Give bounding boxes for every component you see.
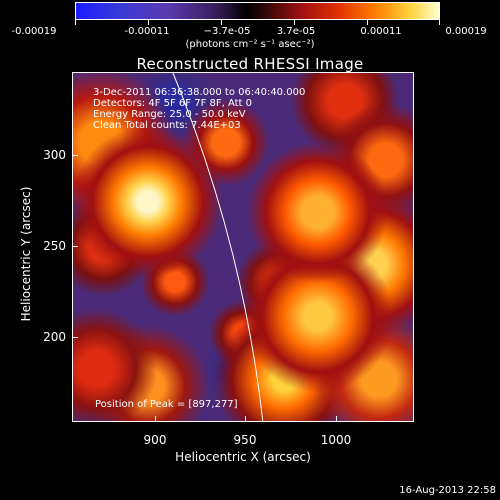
colorbar-tick <box>294 20 295 25</box>
x-tick-label: 1000 <box>320 433 352 447</box>
peak-position: Position of Peak = [897,277] <box>95 399 238 410</box>
x-tick-label: 950 <box>233 433 257 447</box>
colorbar <box>75 2 440 20</box>
colorbar-tick-label: 3.7e-05 <box>276 26 316 37</box>
x-axis-label: Heliocentric X (arcsec) <box>175 450 311 464</box>
colorbar-tick-label: -0.00019 <box>11 26 57 37</box>
y-tick-label: 300 <box>43 148 66 162</box>
y-tick <box>72 246 78 247</box>
y-axis-label: Heliocentric Y (arcsec) <box>19 186 33 322</box>
info-time-range: 3-Dec-2011 06:36:38.000 to 06:40:40.000 <box>93 87 306 98</box>
footer-date: 16-Aug-2013 22:58 <box>399 485 496 496</box>
info-energy-range: Energy Range: 25.0 - 50.0 keV <box>93 109 246 120</box>
y-tick-label: 200 <box>43 330 66 344</box>
colorbar-tick <box>75 20 76 25</box>
y-tick <box>72 337 78 338</box>
info-detectors: Detectors: 4F 5F 6F 7F 8F, Att 0 <box>93 98 253 109</box>
plot-title: Reconstructed RHESSI Image <box>136 55 364 73</box>
y-tick <box>72 155 78 156</box>
colorbar-tick <box>367 20 368 25</box>
rhessi-image: 3-Dec-2011 06:36:38.000 to 06:40:40.000 … <box>72 72 414 422</box>
x-tick <box>155 416 156 422</box>
x-tick <box>336 416 337 422</box>
x-tick <box>245 416 246 422</box>
colorbar-units: (photons cm⁻² s⁻¹ asec⁻²) <box>185 39 315 50</box>
colorbar-tick-label: 0.00011 <box>360 26 402 37</box>
colorbar-tick <box>221 20 222 25</box>
colorbar-tick-label: 0.00019 <box>445 26 487 37</box>
colorbar-tick-label: -0.00011 <box>124 26 170 37</box>
x-tick-label: 900 <box>143 433 167 447</box>
solar-limb-line <box>172 73 264 421</box>
info-clean-counts: Clean Total counts: 7.44E+03 <box>93 120 241 131</box>
colorbar-tick <box>148 20 149 25</box>
colorbar-tick-label: −3.7e-05 <box>203 26 251 37</box>
colorbar-tick <box>439 20 440 25</box>
y-tick-label: 250 <box>43 239 66 253</box>
